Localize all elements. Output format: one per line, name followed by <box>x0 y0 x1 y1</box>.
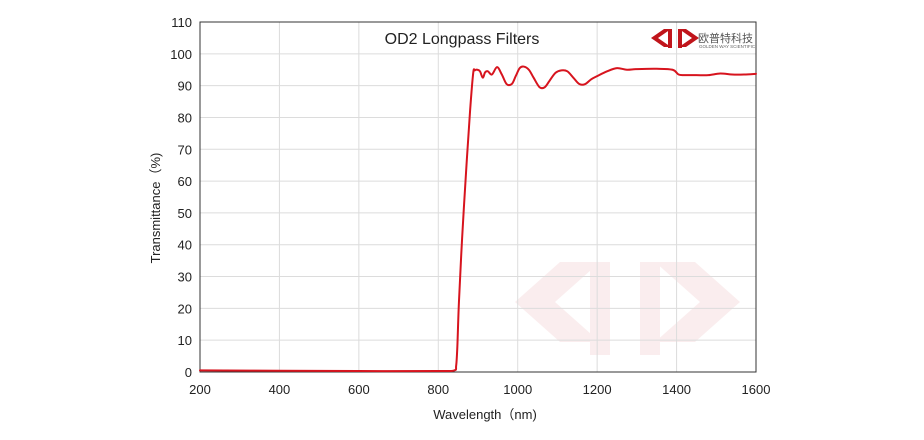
brand-logo: 欧普特科技 GOLDEN WAY SCIENTIFIC <box>651 29 756 49</box>
x-tick-label: 400 <box>269 382 291 397</box>
x-tick-label: 1600 <box>742 382 771 397</box>
x-tick-label: 1000 <box>503 382 532 397</box>
y-axis-title: Transmittance（%) <box>148 153 163 264</box>
y-tick-label: 80 <box>178 110 192 125</box>
x-tick-label: 600 <box>348 382 370 397</box>
logo-right-chevron-lower <box>679 38 699 47</box>
plot-frame <box>199 21 757 373</box>
chart-title: OD2 Longpass Filters <box>385 31 540 48</box>
logo-bar-left <box>668 29 672 48</box>
y-tick-label: 50 <box>178 206 192 221</box>
x-tick-label: 200 <box>189 382 211 397</box>
logo-left-chevron <box>651 29 671 38</box>
tick-labels: 200 400 600 800 1000 1200 1400 1600 0 10 20 30 40 50 6… <box>170 15 770 397</box>
y-tick-label: 110 <box>171 15 192 30</box>
y-tick-label: 0 <box>185 365 192 380</box>
x-tick-label: 1200 <box>583 382 612 397</box>
logo-bar-right <box>678 29 682 48</box>
y-tick-label: 10 <box>178 333 192 348</box>
x-axis-title: Wavelength（nm) <box>433 407 537 422</box>
x-tick-label: 1400 <box>662 382 691 397</box>
y-tick-label: 60 <box>178 174 192 189</box>
y-tick-label: 40 <box>178 238 192 253</box>
logo-right-chevron <box>679 29 699 38</box>
y-tick-label: 20 <box>178 301 192 316</box>
logo-left-chevron-lower <box>651 38 671 47</box>
logo-english-text: GOLDEN WAY SCIENTIFIC <box>699 44 756 49</box>
y-tick-label: 100 <box>170 47 192 62</box>
y-tick-label: 70 <box>178 142 192 157</box>
transmittance-curve <box>199 65 757 373</box>
x-tick-label: 800 <box>427 382 449 397</box>
y-tick-label: 90 <box>178 79 192 94</box>
y-tick-label: 30 <box>178 270 192 285</box>
logo-chinese-text: 欧普特科技 <box>698 31 753 45</box>
grid-lines <box>200 22 756 372</box>
